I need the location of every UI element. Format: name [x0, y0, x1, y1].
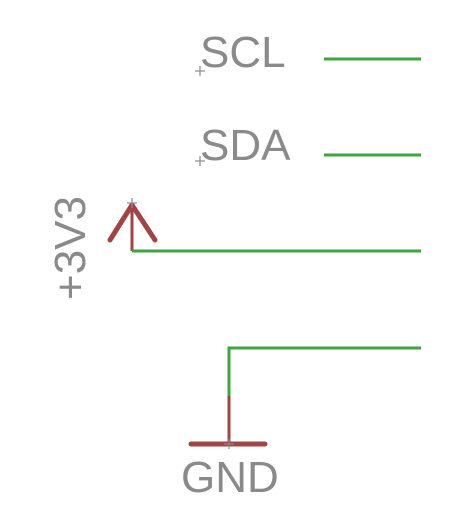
ground-supply: GND	[181, 346, 421, 502]
ground-wire[interactable]	[227, 346, 421, 396]
ground-label: GND	[181, 453, 279, 502]
scl-net: SCL	[195, 28, 421, 77]
sda-label: SDA	[200, 121, 291, 170]
scl-label: SCL	[200, 28, 286, 77]
sda-net: SDA	[195, 121, 421, 170]
vcc-label: +3V3	[46, 196, 95, 300]
vcc-supply: +3V3	[46, 196, 421, 300]
